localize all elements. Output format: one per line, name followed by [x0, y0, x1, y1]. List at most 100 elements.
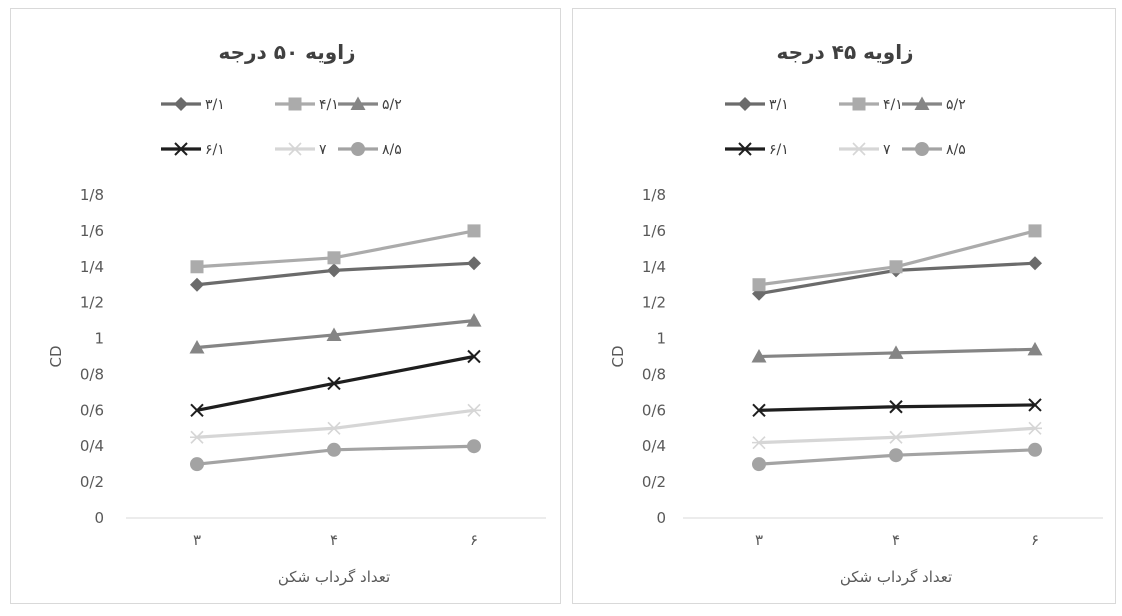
data-point — [889, 260, 903, 274]
series-line — [758, 229, 1036, 287]
legend-item: ۶/۱ — [725, 142, 789, 158]
data-point — [327, 421, 341, 435]
x-tick-label: ۶ — [1031, 531, 1039, 549]
y-tick-label: 1/6 — [80, 222, 104, 240]
legend-item: ۸/۵ — [338, 142, 402, 158]
legend-marker — [288, 97, 302, 111]
series-3 — [189, 313, 482, 354]
legend-marker — [852, 142, 866, 156]
legend-item: ۴/۱ — [839, 97, 903, 113]
data-point — [889, 400, 903, 414]
legend-marker — [288, 142, 302, 156]
y-tick-label: 0/4 — [80, 437, 104, 455]
chart-right: زاویه ۴۵ درجه CD تعداد گرداب شکن 0 0/2 0/4… — [609, 40, 1103, 586]
data-point — [889, 430, 903, 444]
x-tick-label: ۴ — [892, 531, 900, 549]
y-tick-labels: 0 0/2 0/4 0/6 0/8 1 1/2 1/4 1/6 1/8 — [642, 186, 666, 527]
data-point — [190, 277, 204, 292]
y-tick-label: 0/2 — [642, 473, 666, 491]
data-point — [467, 256, 481, 271]
data-point — [1027, 341, 1043, 356]
legend-label: ۳/۱ — [205, 97, 225, 113]
x-axis-title: تعداد گرداب شکن — [840, 568, 952, 586]
legend-item: ۵/۲ — [338, 96, 402, 113]
data-point — [190, 403, 204, 418]
legend-marker — [351, 142, 365, 156]
chart-title: زاویه ۴۵ درجه — [776, 40, 913, 64]
data-point — [751, 349, 767, 363]
data-point — [752, 436, 766, 450]
legend-label: ۶/۱ — [205, 142, 225, 158]
data-point — [752, 457, 766, 472]
y-tick-label: 0/6 — [80, 401, 104, 419]
legend-item: ۳/۱ — [161, 97, 225, 113]
y-tick-label: 1/8 — [80, 186, 104, 204]
series-line — [196, 408, 475, 439]
series-6 — [752, 442, 1042, 472]
chart-panel-right: زاویه ۴۵ درجه CD تعداد گرداب شکن 0 0/2 0/4… — [572, 8, 1116, 604]
y-tick-label: 1/2 — [642, 294, 666, 312]
legend-label: ۸/۵ — [382, 142, 402, 158]
legend-marker — [174, 142, 188, 156]
x-tick-label: ۶ — [470, 531, 478, 549]
data-point — [888, 345, 904, 359]
data-point — [190, 430, 204, 444]
legend-label: ۵/۲ — [382, 97, 402, 113]
y-tick-labels: 0 0/2 0/4 0/6 0/8 1 1/2 1/4 1/6 1/8 — [80, 186, 104, 527]
legend-item: ۶/۱ — [161, 142, 225, 158]
y-tick-label: 0 — [94, 509, 104, 527]
data-point — [1028, 442, 1042, 457]
legend-item: ۷ — [839, 142, 891, 158]
series-3 — [751, 341, 1043, 363]
legend-item: ۸/۵ — [902, 142, 966, 158]
series-5 — [752, 421, 1042, 450]
data-point — [327, 376, 341, 391]
y-tick-label: 1/4 — [642, 258, 666, 276]
y-axis-title: CD — [47, 345, 65, 367]
x-tick-label: ۳ — [755, 531, 763, 549]
legend-item: ۴/۱ — [275, 97, 339, 113]
data-point — [190, 457, 204, 472]
data-point — [467, 403, 481, 417]
legend-label: ۵/۲ — [946, 97, 966, 113]
legend-marker — [350, 96, 366, 110]
data-point — [190, 260, 204, 274]
data-point — [326, 327, 342, 341]
series-1 — [190, 256, 481, 292]
x-tick-label: ۴ — [330, 531, 338, 549]
series-6 — [190, 439, 481, 472]
y-tick-label: 1 — [94, 330, 104, 348]
legend-marker — [852, 97, 866, 111]
series-2 — [190, 224, 481, 274]
series-2 — [752, 224, 1042, 292]
data-point — [327, 263, 341, 278]
legend-marker — [738, 142, 752, 156]
series-4 — [752, 398, 1042, 418]
legend-label: ۴/۱ — [883, 97, 903, 113]
y-tick-label: 0/6 — [642, 401, 666, 419]
data-point — [1028, 421, 1042, 435]
legend-item: ۷ — [275, 142, 327, 158]
legend-marker — [915, 142, 929, 156]
data-point — [752, 403, 766, 418]
data-point — [189, 340, 205, 354]
y-tick-label: 1/8 — [642, 186, 666, 204]
data-point — [752, 278, 766, 292]
data-point — [1028, 256, 1042, 271]
data-point — [1028, 224, 1042, 238]
legend-label: ۷ — [319, 142, 327, 158]
data-point — [1028, 398, 1042, 412]
chart-title: زاویه ۵۰ درجه — [218, 40, 355, 64]
legend-label: ۷ — [883, 142, 891, 158]
y-tick-label: 0/4 — [642, 437, 666, 455]
x-axis-title: تعداد گرداب شکن — [278, 568, 390, 586]
legend-label: ۳/۱ — [769, 97, 789, 113]
y-axis-title: CD — [609, 345, 627, 367]
chart-left: زاویه ۵۰ درجه CD تعداد گرداب شکن 0 0/2 0/4… — [47, 40, 546, 586]
x-tick-labels: ۳ ۴ ۶ — [755, 531, 1039, 549]
series-line — [196, 354, 475, 412]
data-point — [889, 448, 903, 463]
y-tick-label: 0/8 — [80, 365, 104, 383]
y-tick-label: 1/4 — [80, 258, 104, 276]
data-point — [467, 439, 481, 454]
